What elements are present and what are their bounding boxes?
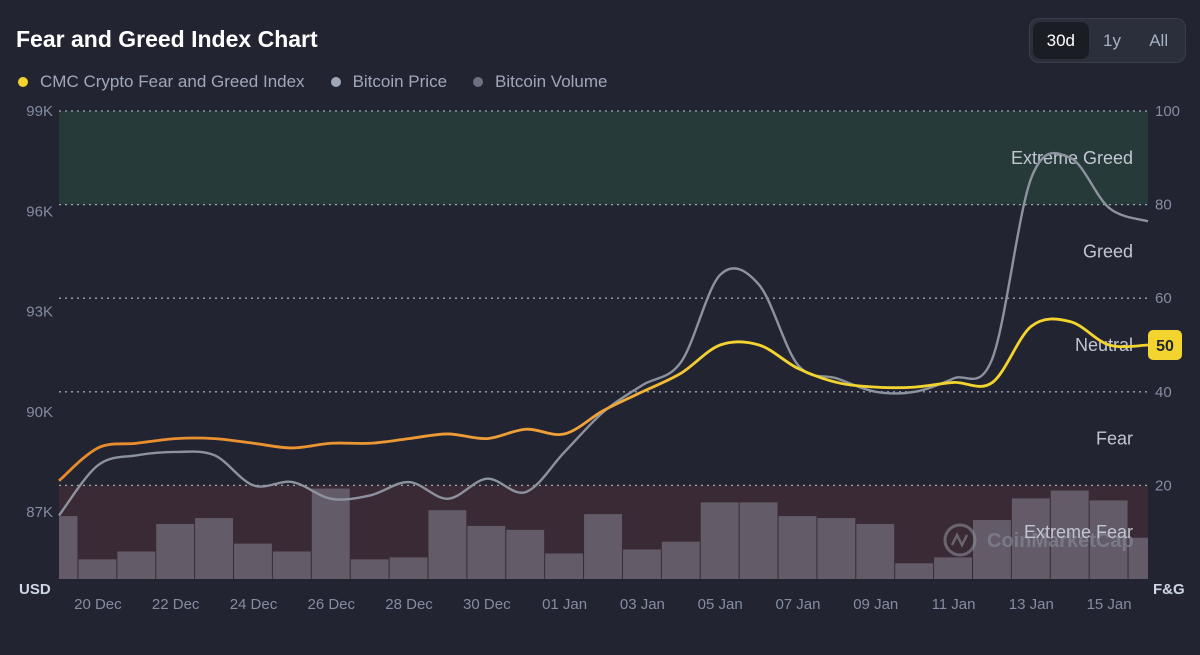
volume-bar [895, 563, 934, 579]
zone-band-extreme-greed [59, 111, 1148, 205]
volume-bar [972, 520, 1011, 579]
x-tick-label: 05 Jan [698, 596, 743, 613]
x-tick-label: 22 Dec [152, 596, 200, 613]
volume-bar [622, 549, 661, 579]
y-right-unit-label: F&G [1153, 581, 1185, 598]
sentiment-zones [59, 111, 1148, 579]
legend-dot-icon [473, 77, 484, 87]
legend-label: CMC Crypto Fear and Greed Index [40, 72, 305, 91]
volume-bar [311, 488, 350, 579]
volume-bar [661, 541, 700, 579]
axes: 87K 90K 93K 96K 99K 20 40 60 80 100 USD F&G 20 Dec 22… [19, 103, 1185, 613]
volume-bar [856, 523, 895, 579]
legend-label: Bitcoin Volume [495, 72, 608, 91]
chart-legend: CMC Crypto Fear and Greed Index Bitcoin … [18, 72, 634, 92]
volume-bar [59, 516, 78, 579]
tab-30d[interactable]: 30d [1033, 22, 1089, 59]
volume-bar [700, 502, 739, 579]
volume-bar [1089, 500, 1128, 579]
zone-label-extreme-fear: Extreme Fear [1024, 522, 1133, 542]
zone-label-neutral: Neutral [1075, 335, 1133, 355]
zone-label-greed: Greed [1083, 241, 1133, 261]
chart-title: Fear and Greed Index Chart [16, 26, 318, 52]
volume-bar [117, 551, 156, 579]
x-tick-label: 15 Jan [1087, 596, 1132, 613]
volume-bar [350, 559, 389, 579]
price-series [58, 151, 1149, 517]
volume-bar [1128, 537, 1148, 579]
volume-bar [428, 510, 467, 579]
y-right-tick-label: 20 [1155, 477, 1172, 494]
x-tick-label: 11 Jan [932, 596, 976, 613]
current-value-text: 50 [1156, 338, 1174, 355]
tab-all[interactable]: All [1149, 31, 1169, 50]
bitcoin-price-line [58, 151, 1149, 517]
legend-item-fear-greed[interactable]: CMC Crypto Fear and Greed Index [18, 72, 305, 92]
x-tick-label: 01 Jan [542, 596, 587, 613]
fear-greed-series [58, 317, 1149, 482]
volume-bar [156, 523, 195, 579]
volume-bar [234, 543, 272, 579]
legend-dot-icon [330, 77, 341, 87]
volume-bars [59, 488, 1148, 579]
volume-bar [389, 557, 428, 579]
volume-bar [467, 525, 506, 579]
coinmarketcap-logo-icon [943, 523, 977, 557]
watermark: CoinMarketCap [943, 523, 1134, 557]
volume-bar [78, 559, 117, 579]
x-tick-label: 24 Dec [230, 596, 278, 613]
volume-bar [1050, 490, 1089, 579]
legend-label: Bitcoin Price [352, 72, 448, 91]
current-value-badge: 50 [1148, 330, 1182, 360]
volume-bar [195, 518, 234, 579]
x-tick-label: 20 Dec [74, 596, 122, 613]
x-tick-label: 28 Dec [385, 596, 433, 613]
legend-item-bitcoin-volume[interactable]: Bitcoin Volume [473, 72, 608, 92]
gridlines [59, 110, 1148, 487]
y-left-tick-label: 96K [26, 203, 53, 220]
x-tick-label: 07 Jan [775, 596, 820, 613]
volume-bar [778, 516, 817, 579]
volume-bar [584, 514, 622, 579]
x-tick-label: 03 Jan [620, 596, 665, 613]
y-right-tick-label: 100 [1155, 103, 1180, 120]
volume-bar [739, 502, 778, 579]
range-tabs: 30d 1y All [1029, 18, 1186, 63]
y-left-unit-label: USD [19, 581, 51, 598]
x-tick-label: 13 Jan [1009, 596, 1054, 613]
x-tick-label: 09 Jan [853, 596, 898, 613]
legend-dot-icon [18, 77, 28, 87]
watermark-text: CoinMarketCap [987, 530, 1134, 552]
x-tick-label: 30 Dec [463, 596, 511, 613]
legend-item-bitcoin-price[interactable]: Bitcoin Price [330, 72, 448, 92]
tab-1y[interactable]: 1y [1102, 31, 1121, 50]
zone-label-fear: Fear [1096, 429, 1133, 449]
volume-bar [1011, 498, 1050, 579]
x-tick-label: 26 Dec [307, 596, 355, 613]
volume-bar [817, 518, 856, 579]
y-right-tick-label: 80 [1155, 197, 1172, 214]
y-left-tick-label: 93K [26, 304, 53, 321]
volume-bar [506, 529, 545, 579]
y-left-tick-label: 90K [26, 404, 53, 421]
volume-bar [934, 557, 972, 579]
y-left-tick-label: 99K [26, 103, 53, 120]
y-right-tick-label: 40 [1155, 384, 1172, 401]
fear-greed-line [58, 317, 1149, 482]
volume-bar [545, 553, 584, 579]
volume-bar [272, 551, 311, 579]
y-right-tick-label: 60 [1155, 290, 1172, 307]
y-left-tick-label: 87K [26, 504, 53, 521]
current-value-badge-bg [1148, 330, 1182, 360]
coinmarketcap-logo-icon [950, 532, 969, 548]
